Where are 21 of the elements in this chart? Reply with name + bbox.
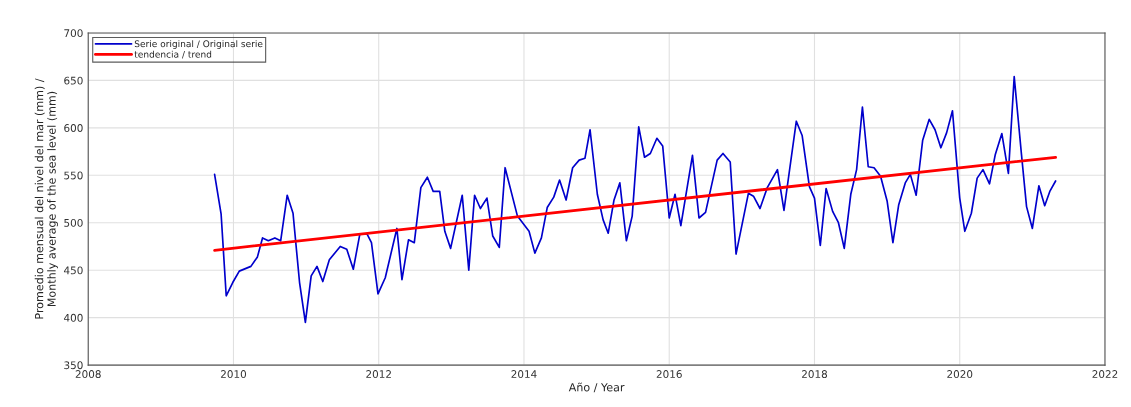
x-tick-label: 2014 (511, 370, 537, 378)
x-tick-label: 2008 (75, 370, 101, 378)
line-series (213, 75, 1057, 324)
y-tick-label: 500 (64, 218, 83, 227)
x-tick-label: 2010 (220, 370, 247, 378)
legend-label: Serie original / Original serie (134, 40, 263, 49)
x-tick-label: 2016 (656, 370, 682, 378)
y-tick-label: 700 (64, 29, 83, 38)
x-axis-title: Año / Year (568, 382, 625, 393)
legend-label: tendencia / trend (134, 50, 212, 59)
y-tick-label: 400 (63, 313, 83, 322)
y-tick-label: 600 (64, 124, 83, 132)
y-tick-label: 450 (63, 266, 83, 275)
y-axis-title: Promedio mensual del nivel del mar (mm) / Monthly average of the sea level (mm) (34, 78, 58, 319)
y-tick-label: 350 (64, 361, 83, 370)
y-tick-label: 650 (64, 76, 83, 85)
x-tick-label: 2022 (1092, 370, 1118, 378)
x-tick-label: 2012 (366, 370, 391, 378)
y-tick-label: 550 (64, 171, 83, 180)
x-tick-label: 2020 (947, 370, 973, 378)
x-tick-label: 2018 (801, 370, 828, 378)
